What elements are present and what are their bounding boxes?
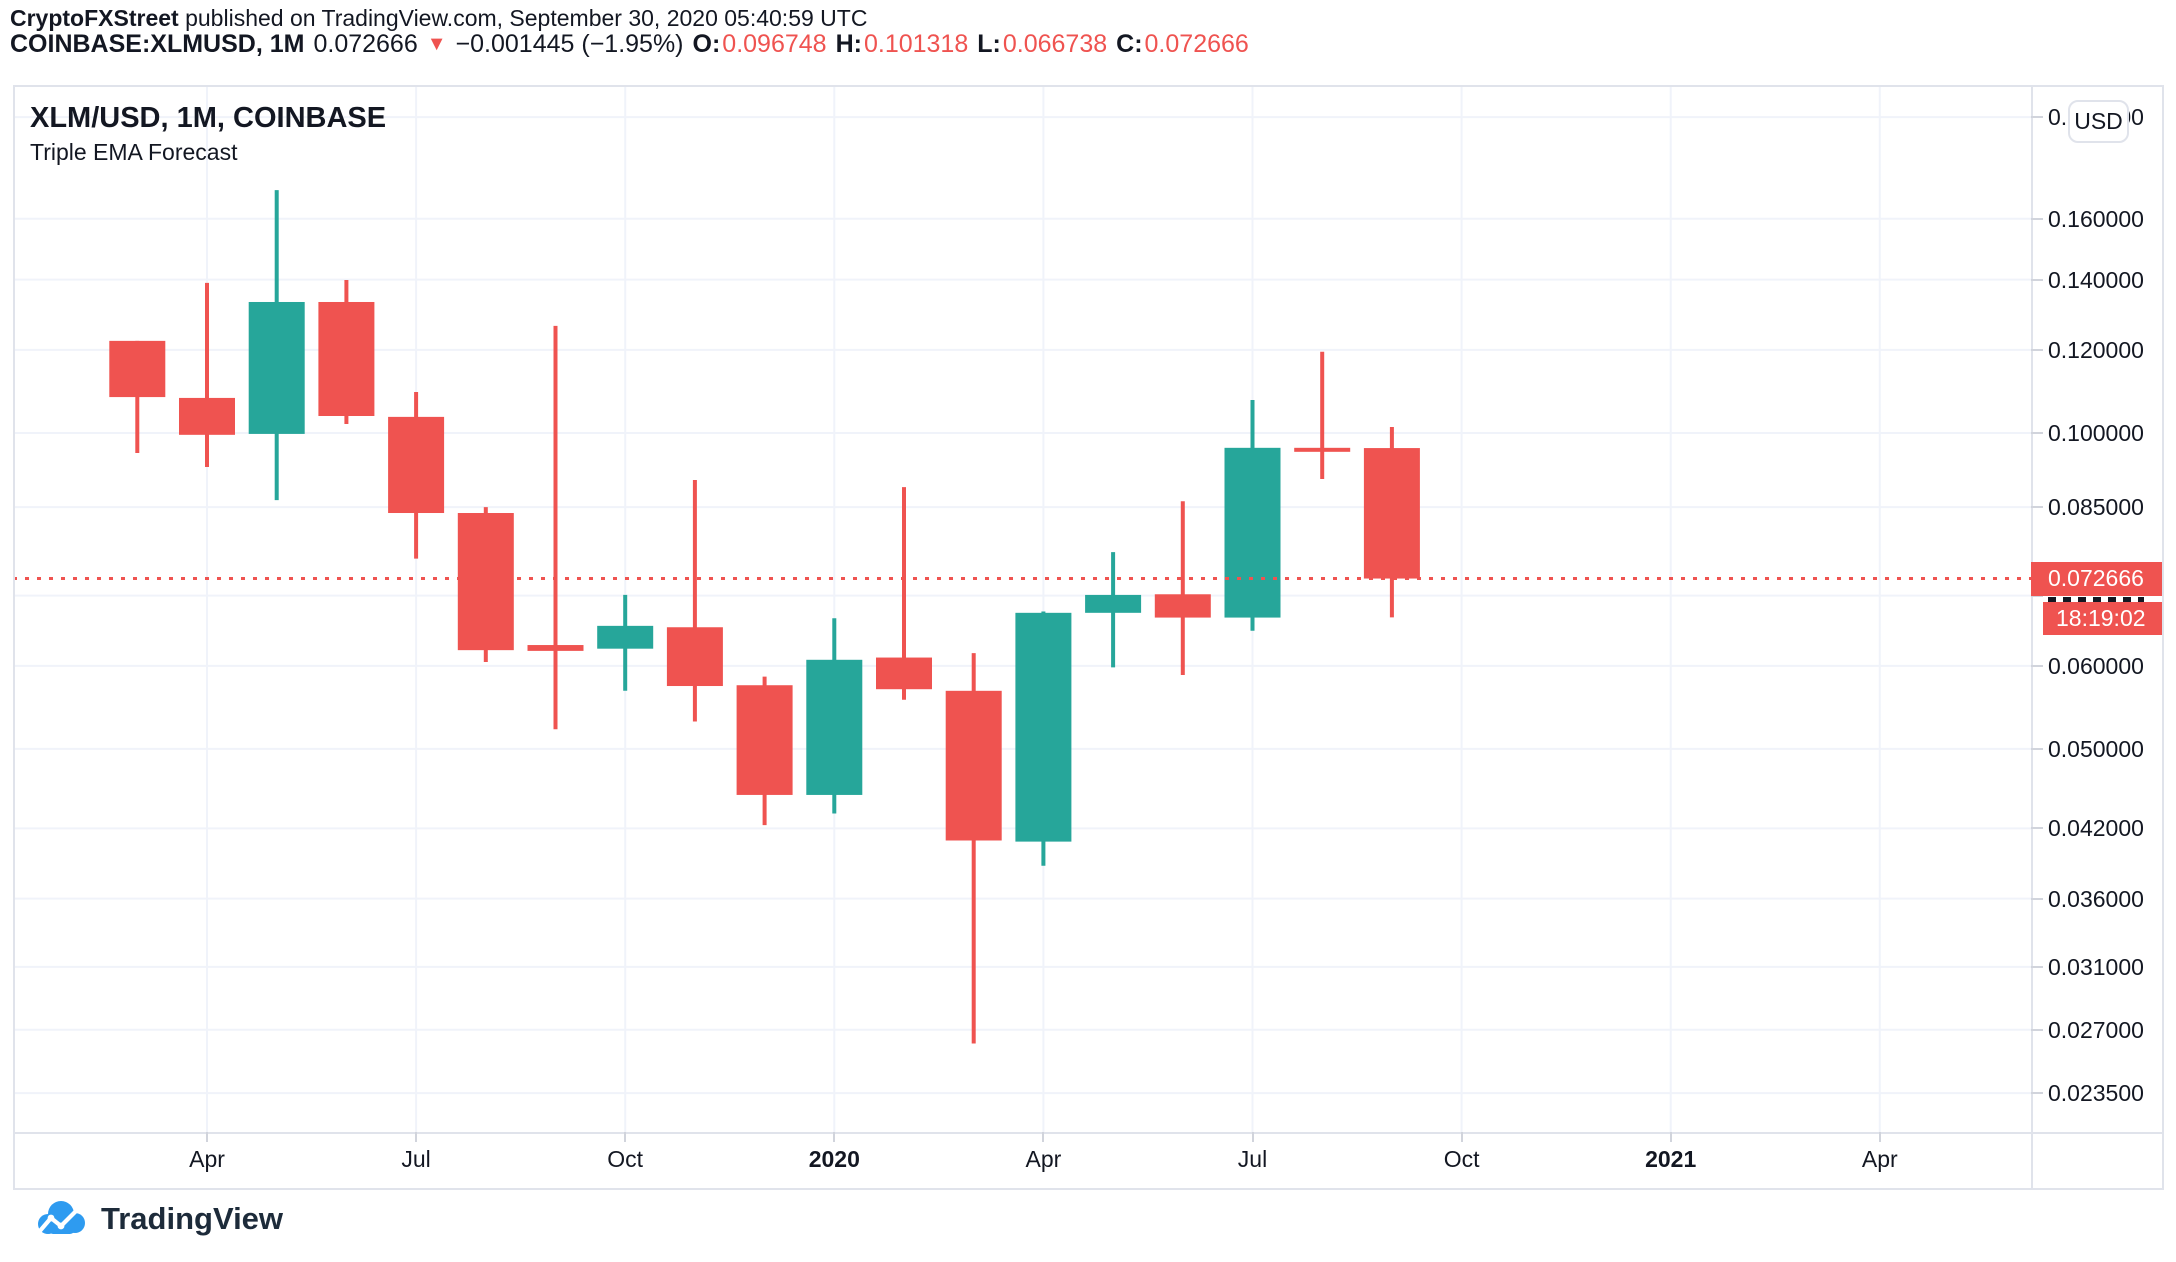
last-price-text: 0.072666	[313, 30, 418, 58]
price-axis[interactable]: 0.2000000.1600000.1400000.1200000.100000…	[2031, 85, 2164, 1132]
price-tick-mark	[2031, 965, 2043, 968]
time-tick-mark	[1878, 1132, 1881, 1142]
candle-body	[457, 513, 514, 651]
time-tick-label: Apr	[189, 1146, 225, 1172]
tradingview-cloud-icon	[36, 1201, 85, 1235]
price-tick-label: 0.100000	[2048, 420, 2144, 446]
hidden-axis-label	[2048, 596, 2144, 602]
price-tick-mark	[2031, 116, 2043, 119]
price-tick-mark	[2031, 1028, 2043, 1031]
tradingview-logo[interactable]: TradingView	[34, 1200, 283, 1238]
candle-body	[318, 301, 375, 417]
candle-body	[597, 625, 654, 649]
candle-body	[666, 627, 723, 687]
chart-legend: XLM/USD, 1M, COINBASE Triple EMA Forecas…	[30, 100, 386, 168]
time-tick-label: 2020	[808, 1146, 860, 1172]
time-tick-mark	[1251, 1132, 1254, 1142]
chart-frame-right-border	[2162, 85, 2164, 1188]
time-axis[interactable]: Apr Jul Oct 2020 Apr Jul Oct 2021 Apr	[13, 1132, 2031, 1188]
candle-body	[945, 690, 1002, 841]
chart-frame-bottom-border	[13, 1188, 2164, 1190]
price-tick-mark	[2031, 664, 2043, 667]
candle-body	[1154, 594, 1211, 618]
last-price-badge: 0.072666	[2031, 561, 2162, 596]
price-tick-mark	[2031, 594, 2043, 597]
chart-frame-top-border	[13, 85, 2164, 87]
change-text: −0.001445 (−1.95%)	[455, 30, 684, 58]
symbol-text: COINBASE:XLMUSD, 1M	[10, 30, 305, 58]
price-tick-mark	[2031, 747, 2043, 750]
time-tick-mark	[415, 1132, 418, 1142]
price-tick-label: 0.085000	[2048, 494, 2144, 521]
price-tick-label: 0.023500	[2048, 1080, 2144, 1107]
price-tick-label: 0.036000	[2048, 885, 2144, 912]
price-tick-label: 0.050000	[2048, 735, 2144, 762]
candle-body	[527, 645, 584, 651]
price-tick-label: 0.060000	[2048, 652, 2144, 679]
price-tick-mark	[2031, 432, 2043, 434]
candle-body	[1015, 612, 1072, 842]
time-tick-label: Oct	[607, 1146, 644, 1172]
price-tick-mark	[2031, 348, 2043, 351]
bar-countdown-badge: 18:19:02	[2043, 601, 2162, 635]
price-tick-mark	[2031, 506, 2043, 509]
time-tick-label: Jul	[1237, 1146, 1268, 1172]
candle-body	[248, 301, 305, 434]
candle-body	[1363, 448, 1420, 579]
ohlc-high: H: 0.101318	[835, 30, 969, 58]
candle-body	[806, 659, 863, 795]
chart-frame-left-border	[13, 85, 15, 1188]
ohlc-close: C: 0.072666	[1116, 30, 1249, 58]
tradingview-logo-text: TradingView	[101, 1201, 284, 1236]
time-tick-label: Oct	[1443, 1146, 1480, 1172]
price-tick-mark	[2031, 1092, 2043, 1095]
price-tick-label: 0.031000	[2048, 953, 2144, 980]
time-tick-mark	[624, 1132, 627, 1142]
time-tick-mark	[1460, 1132, 1463, 1142]
candle-body	[1224, 447, 1281, 618]
published-on-text: published on TradingView.com, September …	[178, 5, 868, 31]
chart-title: XLM/USD, 1M, COINBASE	[30, 102, 387, 134]
time-tick-label: Jul	[401, 1146, 431, 1172]
chart-subtitle: Triple EMA Forecast	[30, 139, 238, 165]
price-tick-label: 0.160000	[2048, 205, 2144, 232]
ohlc-low: L: 0.066738	[977, 30, 1108, 58]
attribution-line: CryptoFXStreet published on TradingView.…	[10, 5, 867, 31]
price-tick-label: 0.120000	[2048, 336, 2144, 363]
down-arrow-icon: ▼	[426, 33, 447, 55]
time-tick-mark	[206, 1132, 208, 1142]
candle-body	[109, 340, 166, 398]
price-tick-mark	[2031, 897, 2043, 900]
ticker-line: COINBASE:XLMUSD, 1M 0.072666 ▼ −0.001445…	[10, 30, 1249, 60]
time-tick-label: 2021	[1645, 1146, 1697, 1172]
time-tick-label: Apr	[1861, 1146, 1898, 1172]
candle-body	[736, 685, 793, 795]
time-tick-mark	[833, 1132, 836, 1142]
time-axis-top-border	[13, 1132, 2164, 1134]
publisher-name: CryptoFXStreet	[10, 5, 179, 31]
candle-body	[876, 657, 932, 690]
price-tick-mark	[2031, 827, 2043, 830]
candle-body	[1294, 447, 1351, 452]
time-tick-label: Apr	[1025, 1146, 1062, 1172]
time-tick-mark	[1042, 1132, 1045, 1142]
time-tick-mark	[1669, 1132, 1672, 1142]
price-tick-mark	[2031, 278, 2043, 281]
price-axis-divider	[2031, 85, 2033, 1188]
candle-body	[179, 397, 235, 435]
currency-toggle-button[interactable]: USD	[2068, 100, 2129, 143]
price-tick-label: 0.140000	[2048, 266, 2144, 293]
ohlc-open: O: 0.096748	[692, 30, 827, 58]
price-tick-label: 0.027000	[2048, 1016, 2144, 1043]
candle-body	[388, 416, 445, 514]
price-tick-label: 0.042000	[2048, 815, 2144, 842]
candle-body	[1085, 594, 1142, 613]
price-tick-mark	[2031, 217, 2043, 220]
